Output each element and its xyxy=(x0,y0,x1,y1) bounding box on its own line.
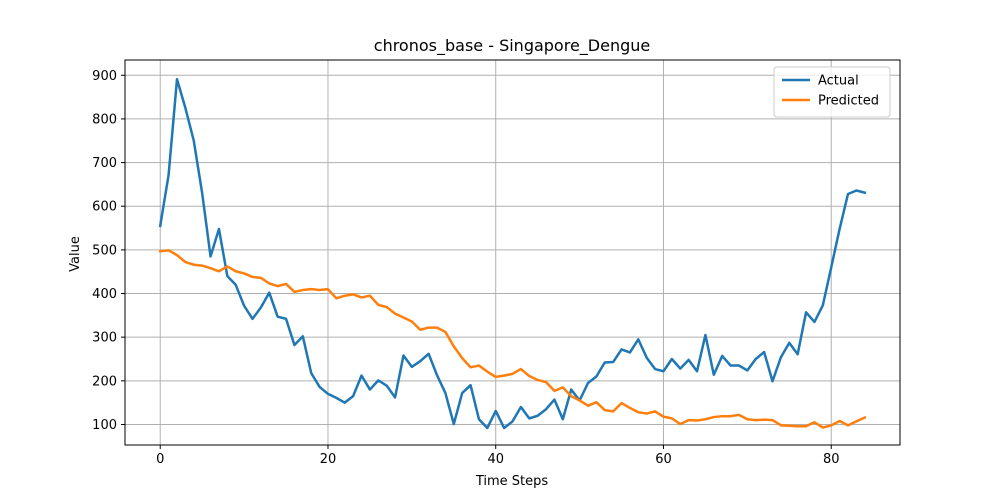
y-axis: 100 200 300 400 500 600 700 800 900 xyxy=(92,69,125,433)
x-tick-label: 60 xyxy=(655,452,672,467)
y-tick-label: 300 xyxy=(92,331,117,346)
y-tick-label: 800 xyxy=(92,112,117,127)
y-tick-label: 600 xyxy=(92,200,117,215)
legend-label: Actual xyxy=(818,74,859,89)
grid xyxy=(125,60,900,445)
y-tick-label: 900 xyxy=(92,69,117,84)
y-axis-label: Value xyxy=(68,236,83,272)
plot-frame xyxy=(124,59,901,446)
legend-label: Predicted xyxy=(818,94,879,109)
legend: Actual Predicted xyxy=(773,66,891,118)
x-tick-label: 40 xyxy=(487,452,504,467)
y-tick-label: 200 xyxy=(92,374,117,389)
y-tick-label: 700 xyxy=(92,156,117,171)
y-tick-label: 100 xyxy=(92,418,117,433)
y-tick-label: 400 xyxy=(92,287,117,302)
x-tick-label: 20 xyxy=(320,452,337,467)
chart-title: chronos_base - Singapore_Dengue xyxy=(374,36,650,56)
x-axis: 0 20 40 60 80 xyxy=(156,445,839,467)
series-line-predicted xyxy=(158,249,867,429)
x-tick-label: 80 xyxy=(823,452,840,467)
plot-series xyxy=(158,77,867,430)
y-tick-label: 500 xyxy=(92,243,117,258)
x-tick-label: 0 xyxy=(156,452,164,467)
x-axis-label: Time Steps xyxy=(475,474,549,489)
series-line-actual xyxy=(158,77,867,430)
